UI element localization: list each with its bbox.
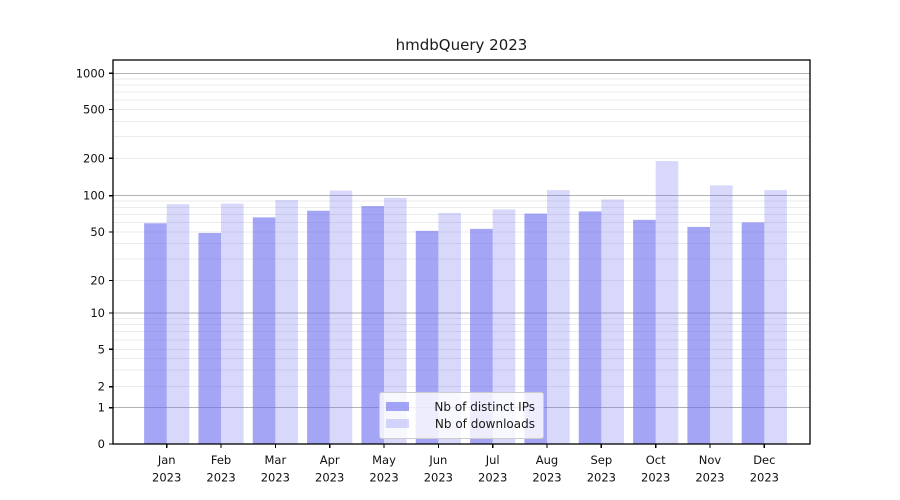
- x-tick-label-month: Oct: [646, 453, 666, 467]
- bar-distinct-ips-apr: [307, 210, 330, 444]
- bar-distinct-ips-feb: [198, 232, 222, 444]
- x-tick-label-month: Apr: [320, 453, 340, 467]
- x-tick-label-month: Dec: [753, 453, 775, 467]
- bar-distinct-ips-mar: [252, 217, 276, 444]
- x-tick-label-month: Aug: [536, 453, 558, 467]
- bar-downloads-jun: [438, 212, 461, 444]
- x-tick-label-month: Jan: [157, 453, 176, 467]
- legend-swatch-distinct-ips: [386, 402, 409, 411]
- y-tick-label: 500: [83, 103, 105, 117]
- bar-downloads-jan: [166, 204, 190, 444]
- x-tick-label-year: 2023: [695, 471, 724, 485]
- x-tick-label-year: 2023: [532, 471, 561, 485]
- bar-distinct-ips-aug: [524, 213, 548, 444]
- bar-downloads-oct: [655, 161, 679, 444]
- x-tick-label-month: Mar: [265, 453, 287, 467]
- bar-distinct-ips-jul: [470, 228, 493, 444]
- y-tick-label: 1: [98, 401, 105, 415]
- bar-downloads-sep: [601, 199, 624, 444]
- bar-downloads-jul: [492, 209, 516, 444]
- x-tick-label-month: May: [372, 453, 396, 467]
- x-tick-label-year: 2023: [261, 471, 290, 485]
- legend: Nb of distinct IPs Nb of downloads: [379, 392, 544, 439]
- x-tick-label-year: 2023: [750, 471, 779, 485]
- y-tick-label: 10: [90, 306, 105, 320]
- y-tick-label: 2: [98, 380, 105, 394]
- bar-downloads-aug: [547, 190, 570, 444]
- bar-downloads-may: [384, 197, 407, 444]
- y-tick-label: 20: [90, 274, 105, 288]
- bar-downloads-apr: [329, 190, 353, 444]
- x-tick-label-year: 2023: [641, 471, 670, 485]
- y-tick-label: 200: [83, 151, 105, 165]
- x-tick-label-year: 2023: [206, 471, 235, 485]
- bar-downloads-dec: [764, 190, 787, 444]
- bar-distinct-ips-nov: [687, 226, 710, 444]
- legend-item-downloads: Nb of downloads: [386, 415, 535, 432]
- bar-downloads-mar: [275, 200, 298, 444]
- bar-distinct-ips-dec: [741, 222, 765, 444]
- x-tick-label-year: 2023: [315, 471, 344, 485]
- bar-distinct-ips-may: [361, 206, 385, 444]
- x-tick-label-year: 2023: [478, 471, 507, 485]
- legend-label-distinct-ips: Nb of distinct IPs: [434, 399, 535, 414]
- x-tick-label-month: Sep: [590, 453, 612, 467]
- bar-downloads-feb: [221, 203, 244, 444]
- chart-title: hmdbQuery 2023: [395, 36, 528, 54]
- plot-border: [112, 59, 811, 445]
- bar-downloads-nov: [710, 185, 733, 444]
- x-tick-label-year: 2023: [424, 471, 453, 485]
- bar-distinct-ips-sep: [578, 211, 602, 444]
- y-tick-label: 50: [90, 225, 105, 239]
- bar-distinct-ips-oct: [633, 219, 656, 444]
- x-tick-label-month: Feb: [211, 453, 231, 467]
- legend-item-distinct-ips: Nb of distinct IPs: [386, 398, 535, 415]
- bar-distinct-ips-jun: [415, 230, 439, 444]
- legend-label-downloads: Nb of downloads: [434, 416, 535, 431]
- y-tick-label: 1000: [76, 66, 105, 80]
- x-tick-label-month: Jul: [485, 453, 500, 467]
- y-tick-label: 5: [98, 342, 105, 356]
- x-tick-label-month: Nov: [699, 453, 722, 467]
- bar-distinct-ips-jan: [144, 223, 167, 444]
- x-tick-label-year: 2023: [152, 471, 181, 485]
- y-tick-label: 100: [83, 189, 105, 203]
- x-tick-label-month: Jun: [428, 453, 447, 467]
- x-tick-label-year: 2023: [369, 471, 398, 485]
- y-tick-label: 0: [98, 437, 105, 451]
- x-tick-label-year: 2023: [587, 471, 616, 485]
- legend-swatch-downloads: [386, 419, 409, 428]
